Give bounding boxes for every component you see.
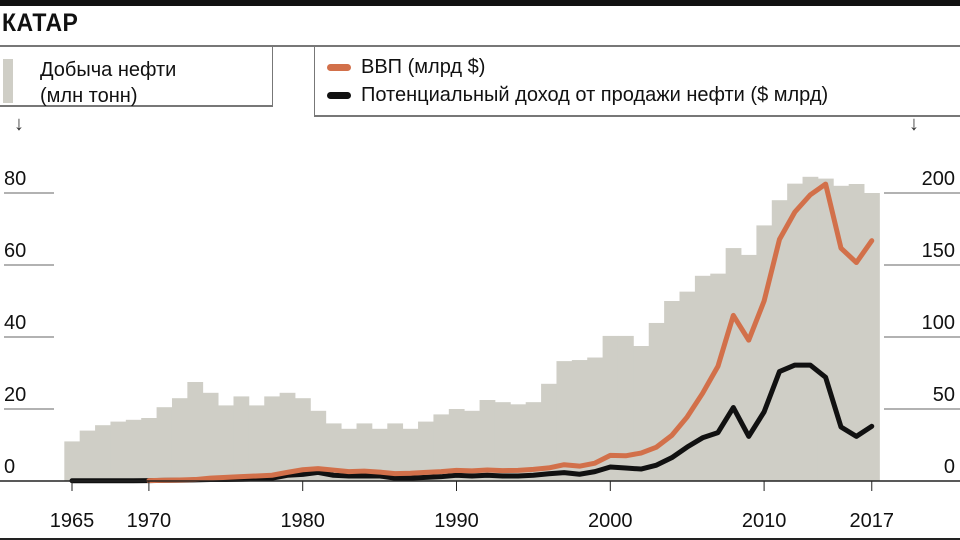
bar-1983	[341, 428, 357, 481]
bar-1992	[479, 400, 496, 481]
bar-1967	[95, 425, 111, 481]
bar-1989	[433, 414, 450, 481]
x-tick-label: 2000	[588, 510, 633, 532]
bar-1996	[541, 383, 557, 481]
bar-1985	[371, 428, 388, 481]
x-tick-label: 1970	[127, 510, 172, 532]
bar-1970	[141, 418, 157, 481]
bar-2014	[817, 178, 834, 481]
bar-2006	[694, 275, 711, 481]
bar-1984	[356, 423, 373, 481]
bar-2010	[756, 225, 773, 481]
bar-1965	[64, 441, 81, 481]
bar-1979	[279, 392, 296, 481]
bar-swatch	[3, 59, 13, 103]
bar-1998	[571, 360, 588, 481]
left-tick-label: 0	[4, 456, 15, 478]
x-tick-label: 1990	[434, 510, 479, 532]
bar-1997	[556, 361, 573, 481]
x-tick-label: 1980	[280, 510, 325, 532]
bar-1993	[494, 402, 511, 481]
legend-gdp: ВВП (млрд $)	[327, 56, 485, 79]
x-tick-label: 2010	[742, 510, 787, 532]
bar-1995	[525, 402, 542, 481]
x-tick-label: 1965	[50, 510, 95, 532]
left-axis-arrow-icon: ↓	[14, 113, 24, 135]
title-divider	[0, 45, 960, 47]
bar-2009	[741, 254, 757, 481]
legend-revenue: Потенциальный доход от продажи нефти ($ …	[327, 84, 828, 107]
bar-2012	[787, 183, 803, 481]
right-tick-label: 0	[944, 456, 955, 478]
bar-1999	[587, 357, 604, 481]
left-tick-label: 20	[4, 384, 26, 406]
bar-1986	[387, 423, 404, 481]
bar-1972	[171, 398, 188, 481]
right-tick-label: 100	[922, 312, 955, 334]
bar-2008	[725, 248, 742, 481]
legend-revenue-label: Потенциальный доход от продажи нефти ($ …	[361, 84, 829, 106]
bar-1973	[187, 382, 204, 481]
bar-1991	[464, 410, 480, 481]
bar-1981	[310, 410, 327, 481]
bar-1987	[402, 428, 419, 481]
left-tick-label: 60	[4, 240, 26, 262]
left-tick-label: 80	[4, 168, 26, 190]
left-tick-label: 40	[4, 312, 26, 334]
bar-2011	[771, 200, 788, 481]
bar-2000	[602, 335, 619, 481]
legend-gdp-label: ВВП (млрд $)	[361, 56, 486, 78]
bar-1988	[418, 421, 434, 481]
bar-1978	[264, 396, 281, 481]
bar-2001	[617, 335, 634, 481]
bar-2002	[633, 346, 650, 481]
gdp-line	[146, 181, 875, 484]
legend-bars-label: Добыча нефти (млн тонн)	[40, 57, 176, 109]
bar-1994	[510, 404, 527, 481]
bar-1980	[295, 398, 311, 481]
right-tick-label: 150	[922, 240, 955, 262]
bar-2005	[679, 291, 696, 481]
top-rule	[0, 0, 960, 6]
revenue-swatch	[327, 92, 351, 99]
legend-bars-line2: (млн тонн)	[40, 85, 138, 107]
bar-1982	[325, 423, 342, 481]
bar-1990	[448, 409, 465, 481]
bar-1976	[233, 396, 250, 481]
right-axis-arrow-icon: ↓	[909, 113, 919, 135]
bar-1974	[202, 392, 219, 481]
gdp-swatch	[327, 64, 351, 71]
bar-1975	[218, 405, 234, 481]
legend-lines: ВВП (млрд $) Потенциальный доход от прод…	[314, 47, 960, 117]
right-tick-label: 200	[922, 168, 955, 190]
legend-bars-line1: Добыча нефти	[40, 59, 177, 81]
bar-1966	[79, 430, 96, 481]
page-title: КАТАР	[2, 9, 79, 37]
right-tick-label: 50	[933, 384, 955, 406]
bar-1971	[156, 407, 173, 481]
bar-1977	[248, 405, 265, 481]
x-tick-label: 2017	[850, 510, 895, 532]
bar-2003	[648, 322, 665, 481]
bar-1968	[110, 421, 127, 481]
legend-bars: Добыча нефти (млн тонн)	[0, 47, 273, 107]
bar-2013	[802, 176, 819, 482]
bar-1969	[125, 419, 142, 481]
bar-2017	[864, 193, 880, 481]
